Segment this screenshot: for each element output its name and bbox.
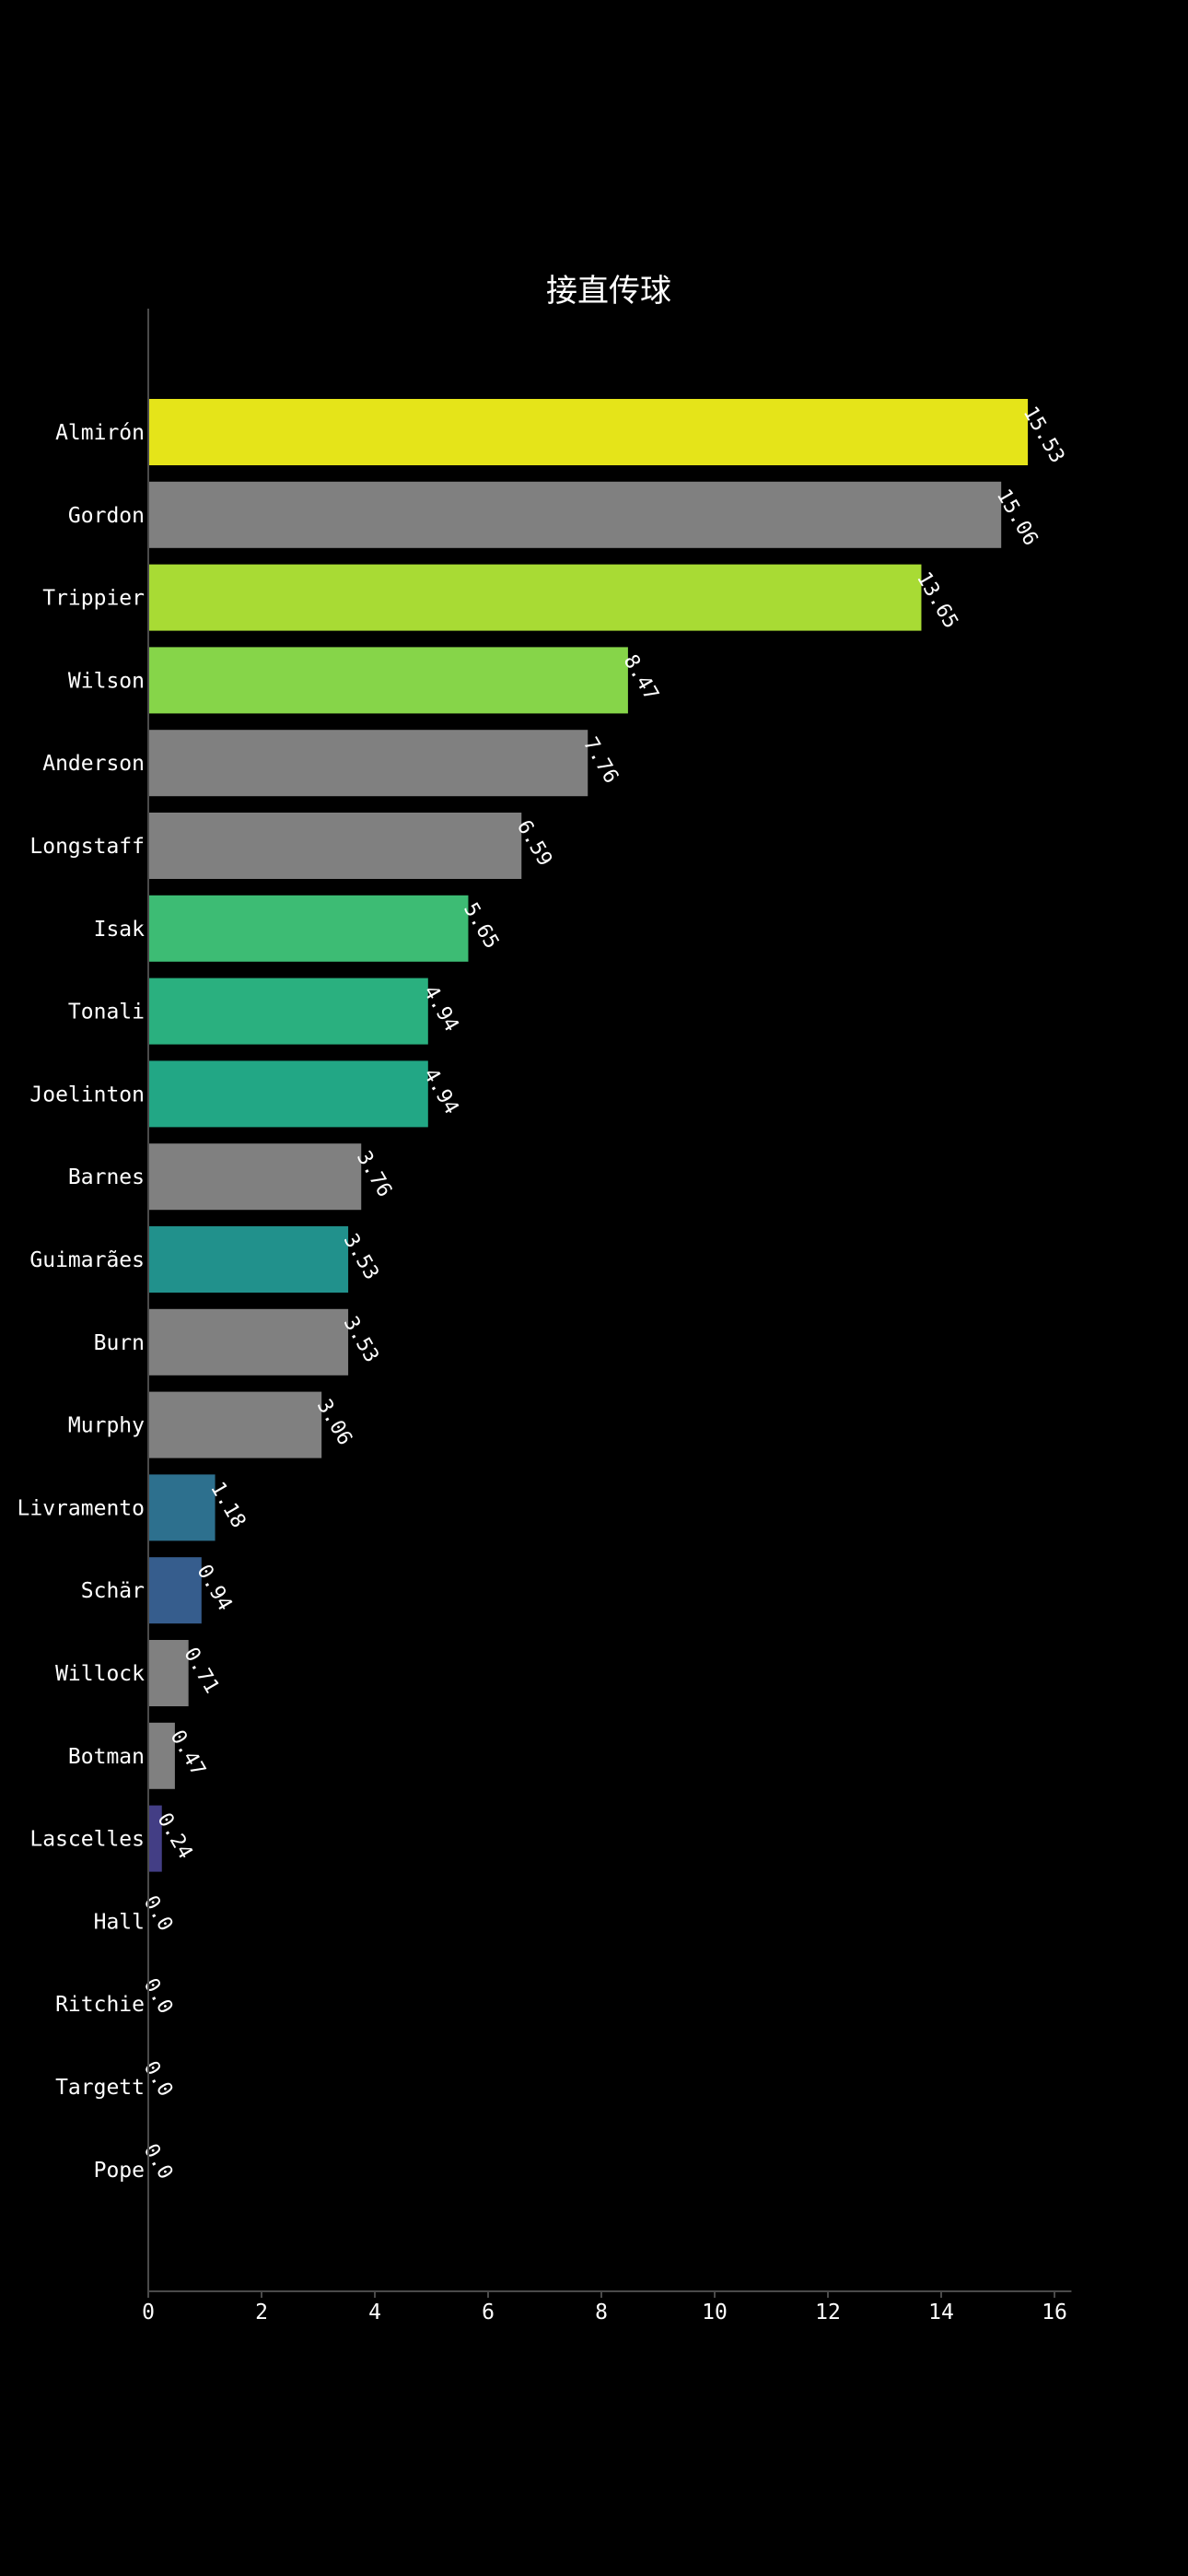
- category-label-gordon: Gordon: [68, 504, 145, 528]
- bar-wilson: [148, 647, 628, 714]
- bar-livramento: [148, 1474, 215, 1541]
- bar-guimaraes: [148, 1226, 349, 1293]
- category-label-guimaraes: Guimarães: [29, 1248, 145, 1272]
- category-label-targett: Targett: [55, 2076, 145, 2100]
- bar-anderson: [148, 730, 588, 797]
- x-tick-label-4: 4: [368, 2301, 381, 2324]
- category-label-hall: Hall: [94, 1910, 145, 1934]
- bar-joelinton: [148, 1060, 428, 1128]
- bar-willock: [148, 1640, 189, 1706]
- bar-botman: [148, 1722, 175, 1789]
- category-label-livramento: Livramento: [17, 1496, 145, 1520]
- category-label-lascelles: Lascelles: [29, 1828, 145, 1852]
- bar-schar: [148, 1557, 202, 1624]
- bar-gordon: [148, 481, 1002, 548]
- category-label-almiron: Almirón: [55, 421, 145, 445]
- category-label-barnes: Barnes: [68, 1165, 145, 1189]
- bar-trippier: [148, 564, 922, 631]
- category-label-burn: Burn: [94, 1331, 145, 1355]
- x-axis-ticks: 0 2 4 6 8 10 12 14 16: [142, 2291, 1067, 2324]
- bar-barnes: [148, 1143, 362, 1211]
- x-tick-label-12: 12: [815, 2301, 841, 2324]
- category-label-ritchie: Ritchie: [55, 1993, 145, 2017]
- x-tick-label-8: 8: [595, 2301, 608, 2324]
- x-tick-label-10: 10: [702, 2301, 728, 2324]
- bar-isak: [148, 895, 469, 962]
- category-label-pope: Pope: [94, 2159, 145, 2183]
- bar-longstaff: [148, 813, 522, 879]
- category-label-isak: Isak: [94, 918, 146, 942]
- chart-title: 接直传球: [546, 273, 671, 310]
- category-label-willock: Willock: [55, 1662, 145, 1686]
- category-label-trippier: Trippier: [42, 587, 145, 611]
- bar-burn: [148, 1308, 349, 1376]
- x-tick-label-0: 0: [142, 2301, 155, 2324]
- category-label-tonali: Tonali: [68, 1001, 145, 1025]
- category-label-longstaff: Longstaff: [29, 835, 145, 859]
- bar-lascelles: [148, 1805, 162, 1872]
- x-tick-label-6: 6: [482, 2301, 495, 2324]
- bar-murphy: [148, 1391, 322, 1458]
- bar-tonali: [148, 978, 428, 1045]
- x-tick-label-16: 16: [1042, 2301, 1067, 2324]
- bars-layer: [148, 399, 1029, 1872]
- bar-almiron: [148, 399, 1029, 465]
- category-label-murphy: Murphy: [68, 1414, 145, 1438]
- category-label-anderson: Anderson: [42, 752, 145, 776]
- category-label-schar: Schär: [81, 1579, 145, 1603]
- x-tick-label-14: 14: [928, 2301, 954, 2324]
- category-label-joelinton: Joelinton: [29, 1083, 145, 1107]
- x-tick-label-2: 2: [255, 2301, 268, 2324]
- category-label-wilson: Wilson: [68, 669, 145, 693]
- category-labels: Almirón Gordon Trippier Wilson Anderson Longs…: [17, 421, 146, 2183]
- category-label-botman: Botman: [68, 1745, 145, 1769]
